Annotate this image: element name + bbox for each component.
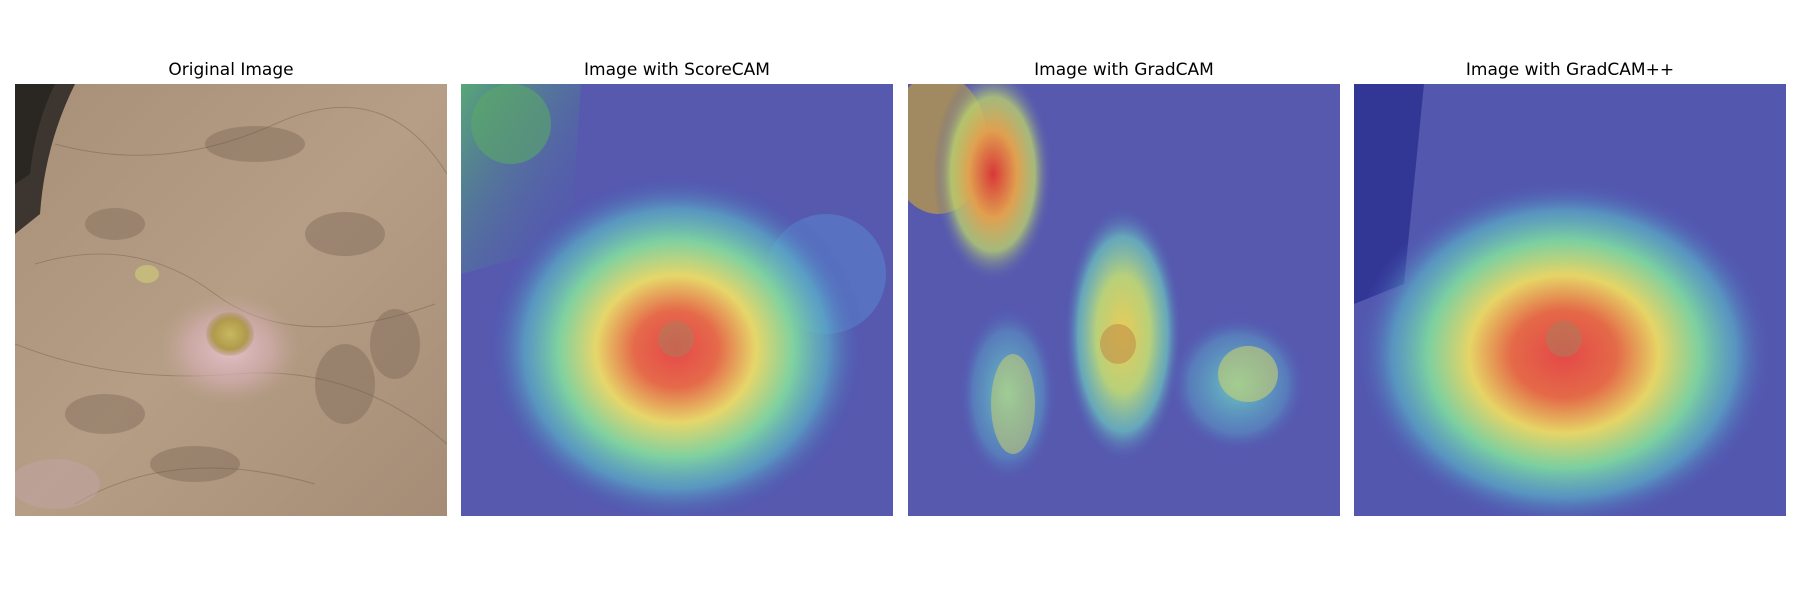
panel-title: Image with ScoreCAM xyxy=(584,60,770,80)
panel-original: Original Image xyxy=(15,56,447,516)
panel-title: Image with GradCAM xyxy=(1034,60,1214,80)
gradcam-heatmap-image xyxy=(908,84,1340,516)
panel-title: Image with GradCAM++ xyxy=(1465,60,1675,80)
panel-gradcampp: Image with GradCAM++ xyxy=(1354,56,1786,516)
panel-title: Original Image xyxy=(168,60,294,80)
panel-gradcam: Image with GradCAM xyxy=(908,56,1340,516)
panel-scorecam: Image with ScoreCAM xyxy=(461,56,893,516)
original-image xyxy=(15,84,447,516)
scorecam-heatmap-image xyxy=(461,84,893,516)
gradcampp-heatmap-image xyxy=(1354,84,1786,516)
